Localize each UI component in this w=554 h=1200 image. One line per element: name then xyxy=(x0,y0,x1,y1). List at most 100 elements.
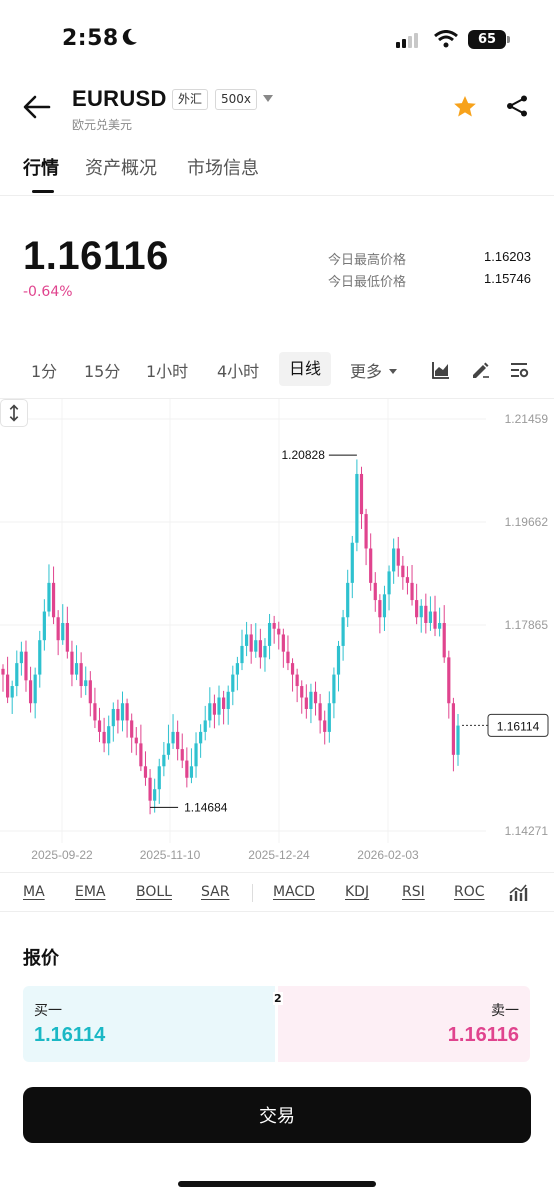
candle-body xyxy=(203,720,207,732)
candle-body xyxy=(88,680,92,704)
candle-body xyxy=(10,686,14,698)
candle-body xyxy=(281,634,285,652)
day-low-value: 1.15746 xyxy=(484,271,531,286)
ask-panel[interactable]: 卖一 1.16116 xyxy=(278,986,530,1062)
trade-button[interactable]: 交易 xyxy=(23,1087,531,1143)
candle-body xyxy=(323,720,327,732)
candle-body xyxy=(217,697,221,715)
indicator-boll[interactable]: BOLL xyxy=(136,884,172,900)
candle-body xyxy=(355,473,359,543)
indicator-ma[interactable]: MA xyxy=(23,884,45,900)
chart-resize-icon[interactable] xyxy=(0,399,28,427)
interval-more[interactable]: 更多 xyxy=(350,362,383,381)
candle-body xyxy=(405,577,410,583)
candle-body xyxy=(382,594,387,618)
low-marker-label: 1.14684 xyxy=(184,800,228,814)
y-axis-tick: 1.14271 xyxy=(505,824,549,838)
indicator-sar[interactable]: SAR xyxy=(201,884,230,900)
candle-body xyxy=(240,645,244,664)
candle-body xyxy=(102,731,106,744)
indicator-rsi[interactable]: RSI xyxy=(402,884,425,900)
candle-body xyxy=(19,651,23,664)
chart-settings-icon[interactable] xyxy=(509,360,529,380)
candle-body xyxy=(199,731,203,744)
candle-body xyxy=(79,663,83,687)
candle-body xyxy=(318,703,322,721)
tab-assets[interactable]: 资产概况 xyxy=(85,158,157,179)
day-low-label: 今日最低价格 xyxy=(328,275,407,290)
candle-body xyxy=(208,703,212,721)
interval-1m[interactable]: 1分 xyxy=(31,362,58,381)
last-price-box xyxy=(487,713,549,737)
candle-body xyxy=(185,760,189,778)
candle-body xyxy=(438,622,442,629)
tab-market-info[interactable]: 市场信息 xyxy=(187,158,259,179)
indicator-roc[interactable]: ROC xyxy=(454,884,485,900)
indicator-kdj[interactable]: KDJ xyxy=(345,884,370,900)
candle-body xyxy=(341,617,345,646)
candle-body xyxy=(28,680,33,704)
bid-price: 1.16114 xyxy=(34,1024,106,1046)
candle-body xyxy=(93,703,97,721)
tab-market[interactable]: 行情 xyxy=(23,158,59,179)
favorite-star-icon[interactable] xyxy=(452,94,478,120)
indicator-divider xyxy=(252,884,253,902)
candle-body xyxy=(258,640,262,658)
candle-body xyxy=(180,749,184,761)
quote-title: 报价 xyxy=(23,948,59,969)
candle-body xyxy=(359,473,364,515)
ask-label: 卖一 xyxy=(491,1003,519,1019)
current-price: 1.16116 xyxy=(23,234,169,278)
more-caret-icon xyxy=(389,369,397,374)
candle-body xyxy=(70,651,74,675)
candle-body xyxy=(97,720,102,732)
candle-body xyxy=(194,743,198,767)
tab-active-indicator xyxy=(32,190,54,193)
interval-1h[interactable]: 1小时 xyxy=(146,362,189,381)
candle-body xyxy=(300,686,304,698)
candle-body xyxy=(304,697,308,709)
symbol-dropdown-icon[interactable] xyxy=(263,95,273,102)
chart-type-icon[interactable] xyxy=(431,360,451,380)
y-axis-tick: 1.17865 xyxy=(505,618,549,632)
candle-body xyxy=(171,731,175,744)
interval-15m[interactable]: 15分 xyxy=(84,362,121,381)
day-high-label: 今日最高价格 xyxy=(328,253,407,268)
bid-panel[interactable]: 买一 1.16114 xyxy=(23,986,275,1062)
status-time: 2:58 xyxy=(62,26,119,51)
bid-label: 买一 xyxy=(34,1003,62,1019)
candle-body xyxy=(369,548,373,583)
symbol-title[interactable]: EURUSD xyxy=(72,86,167,111)
candle-body xyxy=(442,622,446,658)
candle-body xyxy=(33,674,37,704)
spread-value: 2 xyxy=(273,992,283,1005)
battery-icon: 65 xyxy=(468,30,506,49)
candle-body xyxy=(244,634,249,646)
indicator-settings-icon[interactable] xyxy=(508,883,528,903)
candle-body xyxy=(61,622,65,641)
candle-body xyxy=(309,691,313,709)
interval-daily[interactable]: 日线 xyxy=(279,352,332,386)
candle-body xyxy=(148,777,152,801)
candle-body xyxy=(267,622,272,646)
candle-body xyxy=(107,726,111,744)
candle-body xyxy=(249,634,253,652)
candle-body xyxy=(277,628,281,635)
candle-body xyxy=(47,582,51,612)
candlestick-chart[interactable]: 1.21459 1.19662 1.17865 1.14271 2025-09-22 20… xyxy=(0,399,554,871)
share-icon[interactable] xyxy=(505,94,529,118)
status-bar: 2:58 65 xyxy=(0,0,554,72)
candle-body xyxy=(189,766,194,778)
draw-pen-icon[interactable] xyxy=(470,360,490,380)
interval-4h[interactable]: 4小时 xyxy=(217,362,260,381)
candle-body xyxy=(451,703,456,755)
candle-body xyxy=(84,680,88,687)
last-price-label: 1.16114 xyxy=(497,719,540,733)
back-arrow-icon[interactable] xyxy=(22,94,52,120)
price-chart[interactable]: 1.21459 1.19662 1.17865 1.14271 2025-09-22 20… xyxy=(0,398,554,870)
indicator-macd[interactable]: MACD xyxy=(273,884,315,900)
home-indicator xyxy=(178,1181,376,1187)
battery-cap xyxy=(507,36,510,43)
indicator-ema[interactable]: EMA xyxy=(75,884,106,900)
candle-body xyxy=(1,668,5,675)
